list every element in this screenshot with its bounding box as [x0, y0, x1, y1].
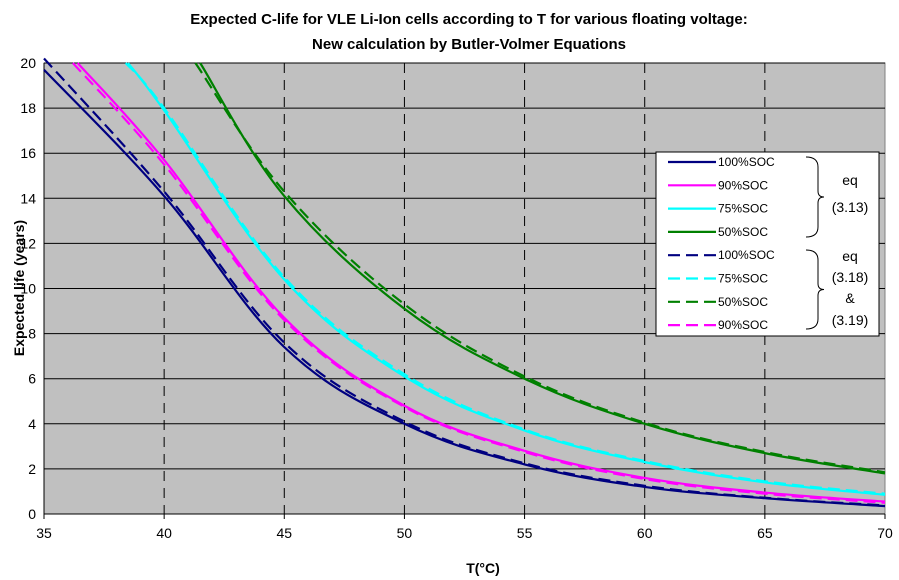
y-tick-label: 0	[28, 506, 36, 522]
series-lines	[43, 57, 886, 508]
legend-eq-label-1-2: &	[845, 290, 855, 306]
x-axis-title: T(°C)	[466, 560, 500, 576]
legend-label-4: 100%SOC	[718, 248, 775, 262]
y-tick-label: 6	[28, 371, 36, 387]
y-tick-label: 2	[28, 461, 36, 477]
legend-brace-1	[805, 249, 825, 330]
legend-label-6: 50%SOC	[718, 295, 768, 309]
y-axis-title: Expected life (years)	[11, 220, 27, 356]
legend-braces	[805, 156, 825, 330]
legend-label-7: 90%SOC	[718, 318, 768, 332]
series-line-2	[127, 62, 886, 496]
y-tick-label: 10	[20, 281, 36, 297]
series-line-6	[194, 62, 886, 474]
y-tick-label: 16	[20, 145, 36, 161]
x-tick-label: 50	[397, 525, 413, 541]
legend-label-3: 50%SOC	[718, 225, 768, 239]
y-tick-label: 20	[20, 55, 36, 71]
legend-equation-labels: eq (3.13) eq (3.18) & (3.19)	[832, 172, 869, 328]
legend-eq-label-0-0: eq	[842, 172, 858, 188]
legend-entries: 100%SOC 90%SOC 75%SOC 50%SOC 100%SOC 75%SOC 50…	[668, 155, 775, 332]
x-tick-label: 40	[156, 525, 172, 541]
series-line-3	[199, 62, 886, 475]
y-tick-label: 8	[28, 326, 36, 342]
series-line-4	[43, 57, 886, 507]
x-tick-label: 35	[36, 525, 52, 541]
chart-subtitle: New calculation by Butler-Volmer Equatio…	[312, 36, 626, 53]
y-tick-label: 4	[28, 416, 36, 432]
x-tick-label: 60	[637, 525, 653, 541]
legend-eq-label-1-1: (3.18)	[832, 269, 869, 285]
legend-eq-label-1-0: eq	[842, 248, 858, 264]
series-line-5	[124, 62, 886, 495]
legend-brace-0	[805, 156, 825, 238]
legend-box	[655, 151, 880, 337]
legend: 100%SOC 90%SOC 75%SOC 50%SOC 100%SOC 75%SOC 50…	[655, 151, 880, 337]
axis-ticks: 0 2 4 6 8 10 12 14 16 18 20 35 40 45 50 55 60 65 70	[20, 55, 893, 541]
legend-eq-label-1-3: (3.19)	[832, 312, 869, 328]
legend-label-5: 75%SOC	[718, 272, 768, 286]
legend-eq-label-0-1: (3.13)	[832, 199, 869, 215]
y-tick-label: 14	[20, 190, 36, 206]
legend-label-2: 75%SOC	[718, 202, 768, 216]
y-tick-label: 12	[20, 235, 36, 251]
x-tick-label: 45	[276, 525, 292, 541]
chart-title: Expected C-life for VLE Li-Ion cells acc…	[190, 11, 748, 28]
x-tick-label: 55	[517, 525, 533, 541]
y-tick-label: 18	[20, 100, 36, 116]
x-tick-label: 65	[757, 525, 773, 541]
x-tick-label: 70	[877, 525, 893, 541]
series-line-1	[76, 62, 886, 503]
legend-label-0: 100%SOC	[718, 155, 775, 169]
legend-label-1: 90%SOC	[718, 178, 768, 192]
